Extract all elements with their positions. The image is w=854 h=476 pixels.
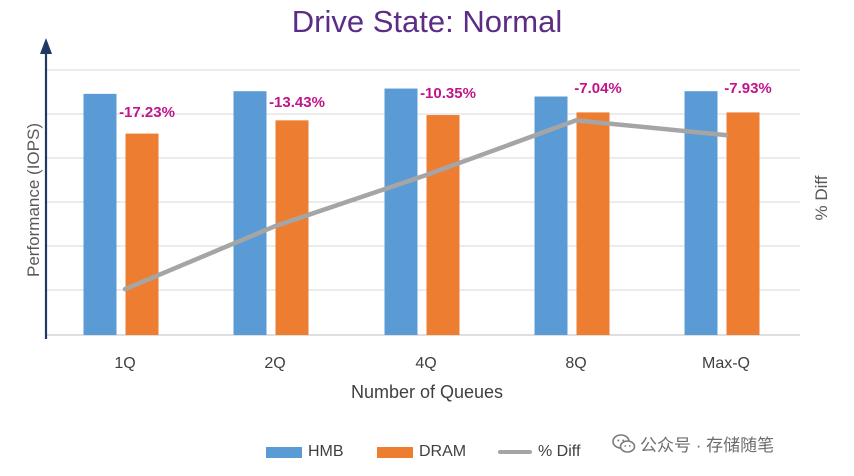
legend-swatch-dram xyxy=(377,446,413,458)
x-tick-label: 8Q xyxy=(565,355,586,372)
watermark: 公众号 · 存储随笔 xyxy=(612,431,774,456)
legend-item-hmb: HMB xyxy=(266,443,344,461)
legend-label-dram: DRAM xyxy=(419,443,467,460)
legend-item-dram: DRAM xyxy=(377,443,466,461)
x-axis-label: Number of Queues xyxy=(350,382,504,402)
x-tick-label: 1Q xyxy=(114,355,135,372)
bar-dram xyxy=(726,112,760,336)
legend-label-hmb: HMB xyxy=(308,443,344,460)
x-tick-label: Max-Q xyxy=(702,355,750,372)
bar-dram xyxy=(426,115,460,335)
data-label: -13.43% xyxy=(269,94,325,111)
wechat-icon xyxy=(612,433,636,453)
watermark-text: 公众号 · 存储随笔 xyxy=(640,436,775,455)
legend-item-diff: % Diff xyxy=(498,443,580,461)
bar-dram xyxy=(576,112,610,336)
bar-dram xyxy=(275,120,309,335)
diff-line xyxy=(122,118,729,292)
bar-hmb xyxy=(83,93,117,335)
bar-hmb xyxy=(233,91,267,335)
legend-label-diff: % Diff xyxy=(538,443,581,460)
x-tick-label: 4Q xyxy=(415,355,436,372)
chart-plot: 1Q 2Q 4Q 8Q Max-Q -17.23% -13.43% -10.35% -7.04%… xyxy=(40,38,800,372)
legend: HMB DRAM % Diff xyxy=(0,443,854,463)
bar-hmb xyxy=(534,96,568,335)
x-tick-label: 2Q xyxy=(264,355,285,372)
legend-line-diff xyxy=(498,450,532,454)
y-axis-arrow xyxy=(40,38,52,54)
bar-dram xyxy=(125,133,159,335)
data-label: -10.35% xyxy=(420,85,476,102)
data-label: -7.04% xyxy=(574,80,622,97)
bar-hmb xyxy=(384,88,418,335)
chart-title: Drive State: Normal xyxy=(291,4,563,39)
bar-hmb xyxy=(684,91,718,335)
legend-swatch-hmb xyxy=(266,446,302,458)
data-label: -7.93% xyxy=(724,80,772,97)
data-label: -17.23% xyxy=(119,104,175,121)
